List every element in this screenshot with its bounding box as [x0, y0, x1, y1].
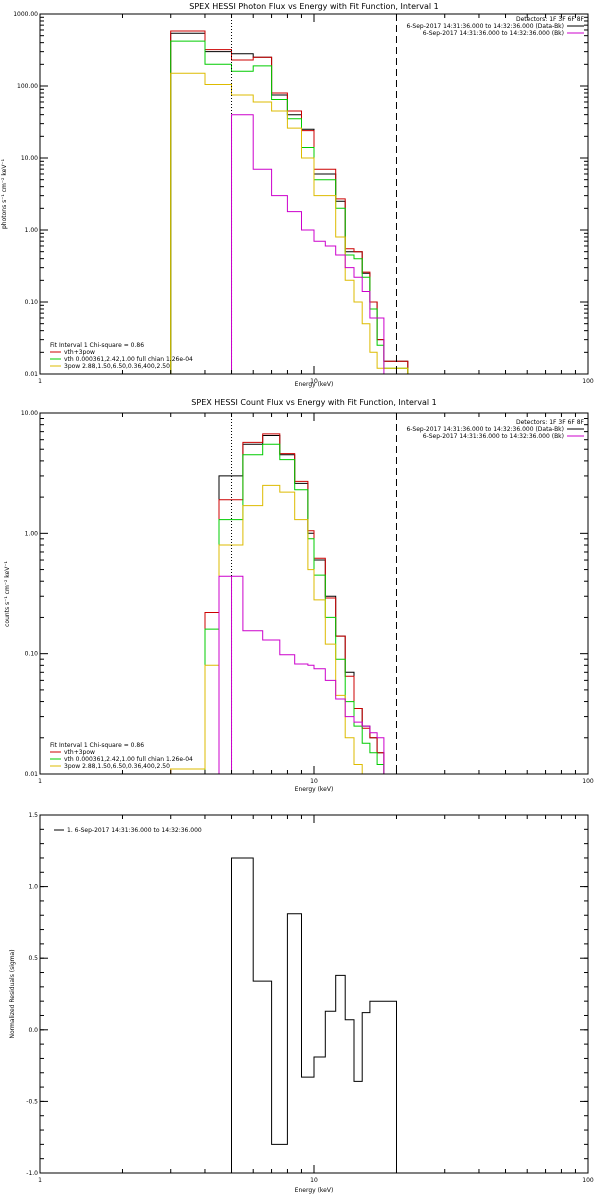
residuals-xtick-label: 100 — [582, 1177, 594, 1184]
photon-flux-legend-data-bk: 6-Sep-2017 14:31:36.000 to 14:32:36.000 … — [406, 23, 564, 30]
count-flux-xtick-label: 1 — [38, 778, 42, 785]
residuals-series — [231, 857, 397, 1173]
residuals-ytick-label: 1.5 — [28, 812, 38, 819]
count-flux-legend-vth: vth 0.000361,2.42,1.00 full chian 1.26e-… — [64, 756, 193, 763]
residuals-xtick-label: 1 — [38, 1177, 42, 1184]
photon-flux-legend-bk: 6-Sep-2017 14:31:36.000 to 14:32:36.000 … — [423, 30, 564, 37]
photon-flux-pow-line — [170, 72, 409, 374]
residuals-ytick-label: -1.0 — [26, 1170, 38, 1177]
photon-flux-ylabel: photons s⁻¹ cm⁻² keV⁻¹ — [1, 158, 8, 229]
photon-flux-ytick-label: 0.01 — [25, 371, 39, 378]
count-flux-bk-line — [218, 575, 385, 774]
count-flux-legend-bk: 6-Sep-2017 14:31:36.000 to 14:32:36.000 … — [423, 433, 564, 440]
count-flux-legend-data-bk: 6-Sep-2017 14:31:36.000 to 14:32:36.000 … — [406, 426, 564, 433]
count-flux-plot-frame — [39, 412, 589, 775]
count-flux-series — [170, 433, 385, 775]
photon-flux-fit-header: Fit Interval 1 Chi-square = 0.86 — [50, 342, 144, 349]
photon-flux-xtick-label: 1 — [38, 378, 42, 385]
residuals-ytick-label: 0.0 — [28, 1027, 38, 1034]
photon-flux-xtick-label: 10 — [310, 378, 318, 385]
count-flux-ytick-label: 0.10 — [25, 651, 39, 658]
photon-flux-xtick-label: 100 — [582, 378, 594, 385]
count-flux-vlines — [231, 413, 397, 774]
count-flux-legend-total: vth+3pow — [64, 749, 95, 756]
count-flux-legend-pow: 3pow 2.88,1.50,6.50,0.36,400,2.50 — [64, 763, 170, 770]
count-flux-ytick-label: 0.01 — [25, 771, 39, 778]
photon-flux-ytick-label: 0.10 — [25, 299, 39, 306]
residuals-xlabel: Energy (keV) — [295, 1187, 334, 1194]
count-flux-title: SPEX HESSI Count Flux vs Energy with Fit… — [191, 398, 436, 407]
count-flux-ticks: 1 10 100 0.01 0.10 1.00 10.00 — [21, 410, 594, 785]
residuals-ytick-label: 1.0 — [28, 884, 38, 891]
count-flux-ytick-label: 1.00 — [25, 530, 39, 537]
count-flux-detectors: Detectors: 1F 3F 6F 8F — [516, 419, 585, 426]
residuals-ytick-label: -0.5 — [26, 1098, 38, 1105]
photon-flux-plot-frame — [39, 13, 589, 375]
count-flux-total-line — [170, 433, 385, 774]
photon-flux-panel: SPEX HESSI Photon Flux vs Energy with Fi… — [1, 2, 594, 388]
count-flux-ylabel: counts s⁻¹ cm⁻² keV⁻¹ — [4, 561, 11, 627]
count-flux-xlabel: Energy (keV) — [295, 786, 334, 793]
count-flux-xtick-label: 100 — [582, 778, 594, 785]
photon-flux-title: SPEX HESSI Photon Flux vs Energy with Fi… — [189, 2, 439, 11]
photon-flux-xlabel: Energy (keV) — [295, 381, 334, 388]
count-flux-ytick-label: 10.00 — [21, 410, 38, 417]
photon-flux-bk-line — [231, 114, 385, 374]
residuals-plot-frame — [39, 814, 589, 1174]
count-flux-xtick-label: 10 — [310, 778, 318, 785]
photon-flux-ytick-label: 1000.00 — [13, 11, 38, 18]
photon-flux-legend-vth: vth 0.000361,2.42,1.00 full chian 1.26e-… — [64, 356, 193, 363]
residuals-residuals-line — [231, 857, 397, 1173]
count-flux-fit-header: Fit Interval 1 Chi-square = 0.86 — [50, 742, 144, 749]
photon-flux-legend-pow: 3pow 2.88,1.50,6.50,0.36,400,2.50 — [64, 363, 170, 370]
photon-flux-ytick-label: 1.00 — [25, 227, 39, 234]
residuals-ytick-label: 0.5 — [28, 955, 38, 962]
photon-flux-ytick-label: 100.00 — [17, 83, 38, 90]
residuals-xtick-label: 10 — [310, 1177, 318, 1184]
count-flux-panel: SPEX HESSI Count Flux vs Energy with Fit… — [4, 398, 594, 793]
photon-flux-legend-total: vth+3pow — [64, 349, 95, 356]
residuals-panel: 1 10 100-1.0-0.50.00.51.01.5 Energy (keV) … — [9, 812, 594, 1194]
photon-flux-vlines — [231, 14, 397, 374]
residuals-legend: 1. 6-Sep-2017 14:31:36.000 to 14:32:36.0… — [67, 827, 202, 834]
photon-flux-ytick-label: 10.00 — [21, 155, 38, 162]
photon-flux-ticks: 1 10 100 0.01 0.10 1.00 10.00 100.00 1000.00 — [13, 11, 594, 385]
photon-flux-detectors: Detectors: 1F 3F 6F 8F — [516, 16, 585, 23]
residuals-ylabel: Normalized Residuals (sigma) — [9, 949, 16, 1038]
